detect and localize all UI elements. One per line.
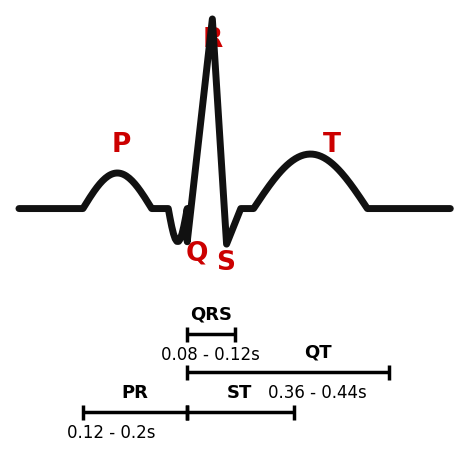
Text: R: R (202, 27, 222, 53)
Text: QT: QT (304, 344, 331, 362)
Text: P: P (111, 132, 130, 157)
Text: S: S (216, 250, 235, 276)
Text: Q: Q (185, 241, 208, 266)
Text: ST: ST (227, 384, 252, 402)
Text: 0.12 - 0.2s: 0.12 - 0.2s (67, 424, 155, 442)
Text: 0.08 - 0.12s: 0.08 - 0.12s (162, 346, 260, 364)
Text: QRS: QRS (190, 306, 232, 324)
Text: PR: PR (122, 384, 148, 402)
Text: 0.36 - 0.44s: 0.36 - 0.44s (268, 384, 367, 402)
Text: T: T (323, 132, 341, 157)
